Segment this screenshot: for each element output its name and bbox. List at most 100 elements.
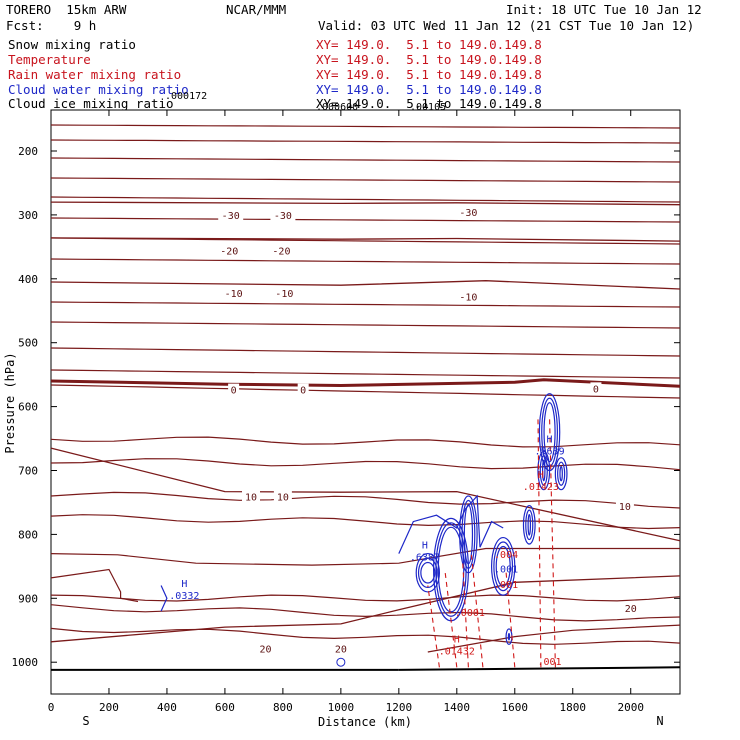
contour-label-bg xyxy=(455,290,481,303)
y-tick-label: 700 xyxy=(18,465,38,478)
bg-contour-line xyxy=(50,217,681,223)
cloud-water-contour xyxy=(539,455,548,486)
cloud-water-contour xyxy=(537,450,551,491)
small-contour-label: .004 xyxy=(494,550,518,561)
contour-label-bg xyxy=(270,209,296,222)
contour-label-bg xyxy=(271,287,297,300)
contour-label: -30 xyxy=(274,211,292,222)
rain-contour xyxy=(427,585,440,668)
contour-label-bg xyxy=(331,642,350,655)
cloud-water-contour xyxy=(398,494,504,554)
model-title: TORERO 15km ARW xyxy=(6,2,127,17)
field-xy-snow: XY= 149.0. 5.1 to 149.0.149.8 xyxy=(316,37,542,52)
bg-contour-line xyxy=(50,124,681,129)
contour-label: -10 xyxy=(459,292,477,303)
isotherm--30 xyxy=(50,201,681,206)
contour-label-bg xyxy=(621,602,640,615)
plot-frame xyxy=(50,109,681,695)
isotherm-0 xyxy=(50,378,681,388)
extremum-mark: H xyxy=(547,435,553,446)
x-tick-label: 600 xyxy=(215,701,235,714)
y-tick-label: 300 xyxy=(18,209,38,222)
x-tick-label: 1000 xyxy=(328,701,355,714)
contour-label: -10 xyxy=(225,289,243,300)
cloud-water-contour xyxy=(336,657,346,667)
bg-contour-line xyxy=(50,491,681,509)
contour-label: 10 xyxy=(245,492,257,503)
contour-label: 10 xyxy=(277,492,289,503)
isotherm--20 xyxy=(50,237,681,242)
contour-label-bg xyxy=(590,382,602,395)
contour-label: 20 xyxy=(259,644,271,655)
bg-contour-line xyxy=(50,514,681,530)
overprint-value-1: .000172 xyxy=(165,91,208,102)
x-end-label-south: S xyxy=(82,714,89,728)
overprint-value-3: .00105 xyxy=(410,102,447,113)
bg-contour-line xyxy=(50,436,681,448)
isotherm--10 xyxy=(50,280,681,290)
field-xy-cloud-ice: XY= 149.0. 5.1 to 149.0.149.8 xyxy=(316,96,542,111)
cloud-water-contour xyxy=(461,499,476,569)
cloud-water-contour xyxy=(542,459,546,482)
contour-label-bg xyxy=(218,209,244,222)
overprint-value-2: .000600 xyxy=(316,102,359,113)
center-label: NCAR/MMM xyxy=(226,2,287,17)
contour-label-bg xyxy=(228,383,240,396)
low-level-contour xyxy=(50,547,680,566)
x-tick-label: 1400 xyxy=(444,701,471,714)
contour-label: 20 xyxy=(625,604,637,615)
bg-contour-line xyxy=(50,196,681,203)
extremum-value: .0332 xyxy=(169,591,199,602)
cloud-water-contour xyxy=(417,557,438,589)
contour-label: -30 xyxy=(222,211,240,222)
extremum-value: .6387 xyxy=(410,553,440,564)
bg-contour-line xyxy=(50,177,681,183)
init-time: Init: 18 UTC Tue 10 Jan 12 xyxy=(506,2,702,17)
contour-label-bg xyxy=(455,205,481,218)
bg-contour-line xyxy=(50,301,681,308)
contour-label: -20 xyxy=(220,246,238,257)
contour-label-bg xyxy=(273,490,292,503)
x-axis-title: Distance (km) xyxy=(318,715,412,729)
contour-label: 10 xyxy=(619,502,631,513)
contour-label-bg xyxy=(615,499,634,512)
contour-label: 0 xyxy=(300,386,306,397)
contour-label: -10 xyxy=(275,289,293,300)
cloud-water-contour xyxy=(435,522,467,617)
bg-contour-line xyxy=(50,594,681,602)
cloud-water-contour xyxy=(527,513,532,536)
field-xy-rain: XY= 149.0. 5.1 to 149.0.149.8 xyxy=(316,67,542,82)
cloud-water-contour xyxy=(495,545,511,587)
cloud-water-contour xyxy=(160,585,168,612)
x-tick-label: 0 xyxy=(48,701,55,714)
field-name-temperature: Temperature xyxy=(8,52,91,67)
rain-contour xyxy=(444,572,458,668)
field-name-snow: Snow mixing ratio xyxy=(8,37,136,52)
isotherm-20 xyxy=(50,575,681,643)
contour-label: -30 xyxy=(459,208,477,219)
small-contour-label: .001 xyxy=(494,565,518,576)
rain-contour xyxy=(505,572,516,668)
cloud-water-contour xyxy=(554,457,568,491)
bg-contour-line xyxy=(50,627,681,645)
cloud-water-contour xyxy=(493,541,514,592)
cloud-water-contour xyxy=(415,552,441,593)
contour-label-bg xyxy=(216,244,242,257)
y-tick-label: 900 xyxy=(18,592,38,605)
small-contour-label: .001 xyxy=(538,657,562,668)
cloud-water-contour xyxy=(543,402,556,463)
x-tick-label: 1200 xyxy=(386,701,413,714)
contour-label-bg xyxy=(297,383,309,396)
x-tick-label: 1800 xyxy=(560,701,587,714)
cloud-water-contour xyxy=(459,495,478,574)
rain-contour xyxy=(470,553,484,668)
y-tick-label: 200 xyxy=(18,145,38,158)
cloud-water-contour xyxy=(490,536,516,596)
extremum-value: .5639 xyxy=(535,447,565,458)
contour-label-bg xyxy=(256,642,275,655)
forecast-hour: Fcst: 9 h xyxy=(6,18,97,33)
contour-label: -20 xyxy=(272,246,290,257)
bg-contour-line xyxy=(50,258,681,265)
small-contour-label: .0001 xyxy=(455,608,485,619)
x-tick-label: 2000 xyxy=(617,701,644,714)
